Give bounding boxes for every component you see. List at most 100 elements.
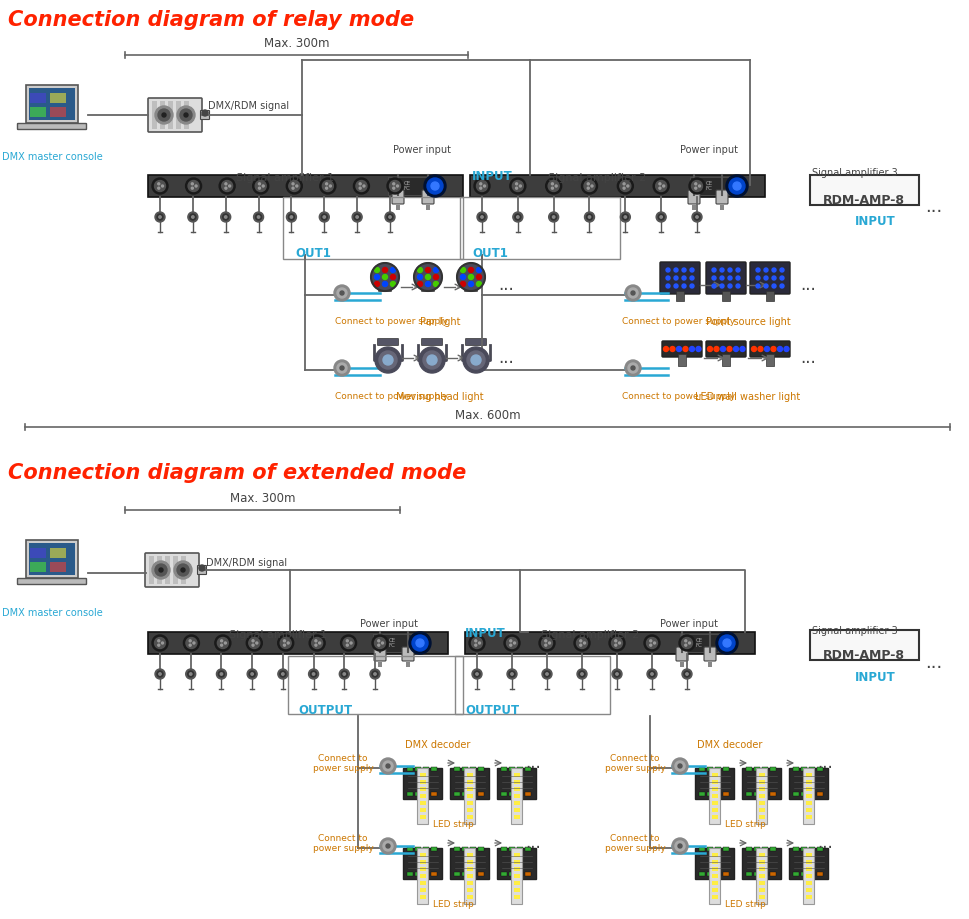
Text: LED strip: LED strip — [724, 900, 765, 909]
FancyBboxPatch shape — [766, 354, 773, 366]
FancyBboxPatch shape — [149, 556, 154, 584]
FancyBboxPatch shape — [809, 630, 918, 660]
FancyBboxPatch shape — [722, 767, 729, 771]
Circle shape — [189, 640, 191, 641]
FancyBboxPatch shape — [711, 815, 717, 819]
FancyBboxPatch shape — [707, 662, 711, 667]
Circle shape — [309, 635, 325, 651]
Circle shape — [672, 758, 687, 774]
FancyBboxPatch shape — [511, 847, 522, 903]
FancyBboxPatch shape — [464, 767, 475, 823]
Circle shape — [188, 180, 199, 191]
Circle shape — [674, 761, 684, 771]
Circle shape — [578, 671, 584, 677]
Circle shape — [622, 214, 628, 220]
Circle shape — [283, 640, 285, 641]
Text: Par light: Par light — [420, 317, 459, 327]
Circle shape — [161, 185, 164, 187]
FancyBboxPatch shape — [401, 647, 414, 661]
FancyBboxPatch shape — [461, 767, 467, 771]
Circle shape — [755, 276, 760, 280]
Circle shape — [152, 635, 168, 651]
FancyBboxPatch shape — [805, 874, 811, 878]
Circle shape — [580, 673, 582, 675]
Text: OUTPUT: OUTPUT — [464, 704, 518, 717]
Circle shape — [474, 640, 476, 641]
FancyBboxPatch shape — [500, 872, 507, 876]
FancyBboxPatch shape — [30, 93, 46, 103]
Circle shape — [586, 214, 592, 220]
FancyBboxPatch shape — [524, 847, 530, 851]
Circle shape — [666, 268, 670, 272]
FancyBboxPatch shape — [711, 867, 717, 871]
FancyBboxPatch shape — [758, 787, 765, 791]
Circle shape — [190, 214, 196, 220]
Text: ...: ... — [497, 349, 514, 367]
Circle shape — [611, 669, 621, 679]
FancyBboxPatch shape — [415, 847, 421, 851]
Circle shape — [471, 355, 481, 365]
Circle shape — [677, 844, 681, 848]
Circle shape — [719, 284, 723, 288]
Circle shape — [343, 638, 354, 649]
FancyBboxPatch shape — [148, 98, 202, 132]
Circle shape — [185, 178, 202, 194]
Circle shape — [158, 183, 160, 185]
Circle shape — [389, 216, 391, 218]
Circle shape — [468, 267, 473, 273]
FancyBboxPatch shape — [514, 794, 519, 798]
Circle shape — [375, 347, 400, 373]
Circle shape — [372, 671, 378, 677]
FancyBboxPatch shape — [181, 556, 186, 584]
Circle shape — [512, 180, 523, 191]
FancyBboxPatch shape — [706, 767, 712, 771]
FancyBboxPatch shape — [793, 872, 798, 876]
FancyBboxPatch shape — [805, 801, 811, 805]
Circle shape — [615, 673, 617, 675]
Circle shape — [433, 275, 438, 279]
FancyBboxPatch shape — [144, 553, 199, 587]
FancyBboxPatch shape — [466, 773, 473, 777]
Circle shape — [216, 669, 226, 679]
FancyBboxPatch shape — [420, 794, 425, 798]
FancyBboxPatch shape — [753, 792, 760, 796]
Circle shape — [185, 669, 196, 679]
Circle shape — [225, 187, 227, 189]
Circle shape — [286, 178, 302, 194]
FancyBboxPatch shape — [715, 190, 728, 204]
Circle shape — [326, 187, 328, 189]
FancyBboxPatch shape — [514, 773, 519, 777]
Circle shape — [590, 185, 592, 187]
FancyBboxPatch shape — [805, 808, 811, 812]
Circle shape — [652, 178, 669, 194]
Circle shape — [158, 640, 160, 641]
Text: CE
FC: CE FC — [695, 638, 702, 649]
Circle shape — [476, 180, 487, 191]
Text: Power input: Power input — [392, 145, 451, 155]
FancyBboxPatch shape — [711, 888, 717, 892]
Circle shape — [504, 635, 519, 651]
FancyBboxPatch shape — [464, 283, 477, 291]
FancyBboxPatch shape — [741, 847, 781, 879]
FancyBboxPatch shape — [711, 801, 717, 805]
FancyBboxPatch shape — [756, 847, 766, 903]
Circle shape — [546, 178, 561, 194]
Circle shape — [554, 185, 556, 187]
Circle shape — [281, 673, 284, 675]
Circle shape — [583, 180, 594, 191]
FancyBboxPatch shape — [500, 767, 507, 771]
FancyBboxPatch shape — [148, 632, 448, 654]
Text: Connect to power supply: Connect to power supply — [621, 317, 735, 326]
Circle shape — [339, 669, 349, 679]
FancyBboxPatch shape — [805, 780, 811, 784]
FancyBboxPatch shape — [430, 872, 437, 876]
FancyBboxPatch shape — [417, 767, 428, 823]
Circle shape — [624, 285, 641, 301]
Circle shape — [155, 212, 165, 222]
FancyBboxPatch shape — [714, 792, 720, 796]
Circle shape — [255, 180, 266, 191]
Circle shape — [468, 281, 473, 287]
Circle shape — [188, 212, 198, 222]
Text: Signal amplifier 2: Signal amplifier 2 — [541, 630, 639, 640]
Circle shape — [694, 183, 696, 185]
